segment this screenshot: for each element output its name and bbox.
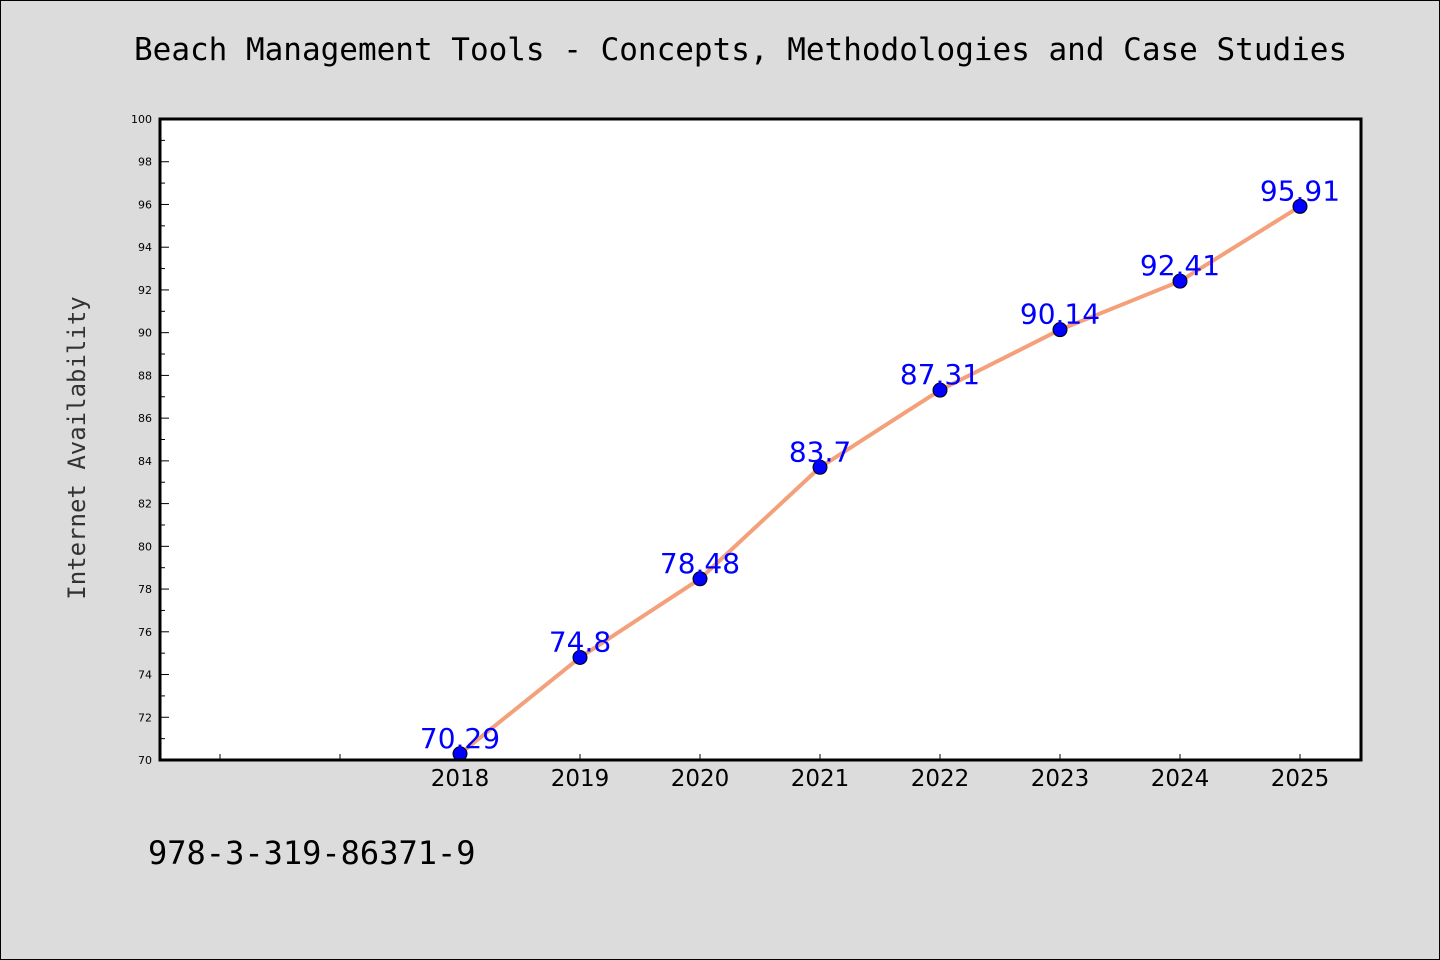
y-tick-label: 90 [138,327,152,340]
y-tick-label: 94 [138,241,152,254]
y-tick-label: 98 [138,156,152,169]
x-tick-label: 2022 [911,766,970,792]
data-point [812,459,828,475]
x-tick-label: 2023 [1031,766,1090,792]
data-point [692,571,708,587]
data-label: 92.41 [1140,249,1220,282]
plot-border [158,117,1363,762]
y-tick-label: 74 [138,669,152,682]
y-tick-label: 84 [138,455,152,468]
data-label: 70.29 [420,722,500,755]
series-line [458,204,1302,756]
data-point [1292,198,1308,214]
data-labels: 70.29 74.8 78.48 83.7 87.31 90.14 92.41 95.91 [420,174,1340,754]
y-tick-label: 78 [138,583,152,596]
y-axis: 70 72 74 76 78 80 82 84 86 88 90 92 94 96 98 100 [131,113,169,767]
chart-title: Beach Management Tools - Concepts, Metho… [134,32,1348,68]
x-tick-label: 2021 [791,766,850,792]
x-tick-label: 2019 [551,766,610,792]
data-label: 83.7 [789,435,851,468]
data-label: 74.8 [549,625,611,658]
data-point [1172,273,1188,289]
y-tick-label: 100 [131,113,152,126]
data-label: 90.14 [1020,298,1100,331]
data-label: 95.91 [1260,174,1340,207]
data-point [1052,322,1068,338]
data-point [932,382,948,398]
markers [452,198,1308,762]
y-tick-label: 86 [138,412,152,425]
data-label: 78.48 [660,547,740,580]
plot-area [160,119,1361,760]
isbn-text: 978-3-319-86371-9 [148,834,476,872]
data-point [572,649,588,665]
data-label: 87.31 [900,358,980,391]
x-tick-label: 2020 [671,766,730,792]
y-tick-label: 88 [138,369,152,382]
y-tick-label: 72 [138,711,152,724]
y-tick-label: 82 [138,498,152,511]
x-axis: 2018 2019 2020 2021 2022 2023 2024 2025 [219,754,1330,792]
x-tick-label: 2024 [1151,766,1210,792]
y-tick-label: 70 [138,754,152,767]
y-tick-label: 96 [138,198,152,211]
x-tick-label: 2025 [1271,766,1330,792]
y-tick-label: 76 [138,626,152,639]
y-tick-label: 92 [138,284,152,297]
x-tick-label: 2018 [431,766,490,792]
y-tick-label: 80 [138,540,152,553]
